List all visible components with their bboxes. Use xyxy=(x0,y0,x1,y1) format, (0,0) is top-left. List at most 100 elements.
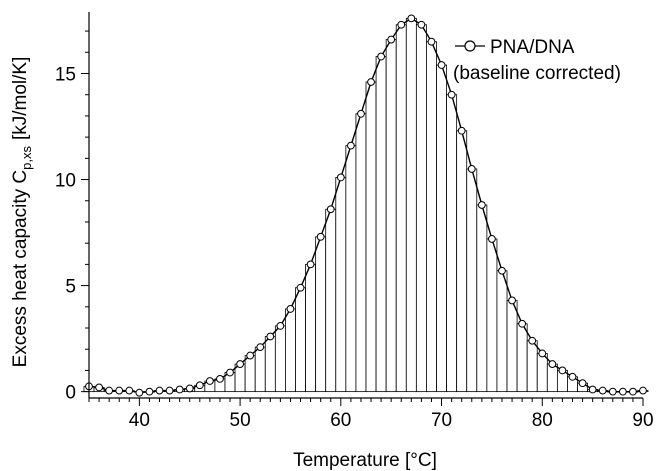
y-axis-label: Excess heat capacity Cp,xs [kJ/mol/K] xyxy=(10,57,34,368)
data-point xyxy=(377,52,386,61)
data-point xyxy=(427,37,436,46)
data-point xyxy=(387,35,396,44)
histogram-bar xyxy=(506,300,518,393)
data-point xyxy=(175,385,184,394)
y-tick-label: 10 xyxy=(55,171,76,192)
data-point xyxy=(467,165,476,173)
bar-group xyxy=(83,17,649,393)
y-axis-label-units: [kJ/mol/K] xyxy=(10,57,31,140)
histogram-bar xyxy=(466,168,478,393)
data-point xyxy=(357,109,365,118)
histogram-bar xyxy=(234,363,246,393)
x-tick-label: 90 xyxy=(632,410,653,431)
data-point xyxy=(407,14,416,23)
y-tick-group: 0 5 10 15 xyxy=(55,30,89,404)
data-point xyxy=(276,321,285,330)
legend-label-2: (baseline corrected) xyxy=(453,63,621,84)
x-tick-label: 80 xyxy=(532,410,553,431)
histogram-bar xyxy=(436,64,447,393)
histogram-bar xyxy=(456,130,468,393)
histogram-bar xyxy=(476,204,488,393)
histogram-bar xyxy=(526,340,538,393)
histogram-bar xyxy=(446,94,458,393)
data-point xyxy=(336,173,345,182)
data-point xyxy=(346,141,355,150)
data-point xyxy=(135,388,144,397)
data-point xyxy=(578,379,587,388)
data-point xyxy=(115,386,124,395)
data-point xyxy=(558,366,567,375)
histogram-bar xyxy=(254,346,266,393)
data-point xyxy=(145,387,154,396)
histogram-bar xyxy=(385,39,397,393)
y-tick-label: 15 xyxy=(55,65,76,86)
data-point xyxy=(226,368,234,377)
data-point xyxy=(306,260,315,269)
data-point xyxy=(266,332,275,341)
histogram-bar xyxy=(415,24,427,393)
data-point xyxy=(417,20,426,29)
y-axis-label-main: Excess heat capacity C xyxy=(10,170,31,367)
histogram-bar xyxy=(335,177,347,393)
data-point xyxy=(316,232,325,241)
data-point xyxy=(629,387,637,396)
data-point xyxy=(286,305,295,313)
data-point xyxy=(125,386,134,395)
histogram-bar xyxy=(295,287,306,393)
data-point xyxy=(155,386,164,395)
data-point xyxy=(639,386,647,395)
histogram-bar xyxy=(315,236,327,393)
data-point xyxy=(608,387,617,396)
data-point xyxy=(508,296,516,305)
histogram-bar xyxy=(244,355,256,393)
y-tick-label: 0 xyxy=(65,383,76,404)
data-point xyxy=(477,201,486,209)
x-tick-label: 40 xyxy=(129,410,150,431)
data-point xyxy=(165,386,174,395)
histogram-bar xyxy=(285,308,296,393)
legend: PNA/DNA (baseline corrected) xyxy=(453,37,621,84)
data-point xyxy=(498,266,506,275)
data-point xyxy=(95,383,103,392)
series-group xyxy=(85,14,647,397)
x-tick-label: 50 xyxy=(230,410,251,431)
histogram-bar xyxy=(496,270,508,393)
histogram-bar xyxy=(546,363,558,393)
histogram-bar xyxy=(395,24,407,393)
data-point xyxy=(296,283,305,292)
data-point xyxy=(185,384,194,393)
histogram-bar xyxy=(426,41,437,393)
legend-marker-icon xyxy=(464,40,476,52)
data-point xyxy=(256,343,265,351)
data-point xyxy=(397,20,406,29)
histogram-bar xyxy=(486,238,498,393)
data-point xyxy=(105,386,114,395)
data-point xyxy=(618,387,627,396)
histogram-bar xyxy=(405,17,417,393)
x-tick-label: 60 xyxy=(330,410,351,431)
histogram-bar xyxy=(305,263,317,393)
axes-group xyxy=(88,12,643,399)
data-point xyxy=(488,235,496,243)
histogram-bar xyxy=(325,208,337,393)
data-point xyxy=(528,336,537,345)
histogram-bar xyxy=(365,81,377,393)
data-point xyxy=(216,375,224,383)
histogram-bar xyxy=(264,336,276,393)
histogram-bar xyxy=(274,325,286,393)
data-point xyxy=(236,360,244,368)
legend-label: PNA/DNA xyxy=(490,37,575,58)
data-point xyxy=(598,386,607,395)
y-tick-label: 5 xyxy=(65,277,76,298)
data-point xyxy=(437,61,446,69)
data-point xyxy=(205,377,214,385)
data-point xyxy=(246,351,255,360)
data-point xyxy=(195,381,204,390)
data-point xyxy=(568,372,577,381)
x-tick-group: 40 50 60 70 80 90 xyxy=(88,398,654,431)
histogram-bar xyxy=(516,323,528,393)
histogram-bar xyxy=(355,113,367,393)
data-point xyxy=(588,385,597,394)
histogram-bar xyxy=(375,56,387,393)
data-point xyxy=(447,90,456,99)
